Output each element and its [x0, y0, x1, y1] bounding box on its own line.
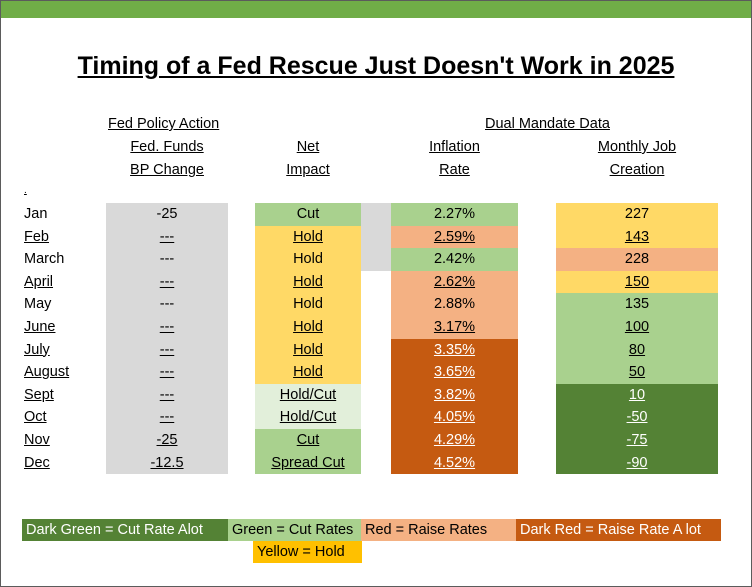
cell-month: Oct [24, 409, 47, 426]
cell-jobs: 228 [556, 248, 718, 271]
cell-net: Hold/Cut [255, 383, 361, 407]
cell-infl: 3.35% [391, 338, 518, 362]
cell-bp: -25 [106, 429, 228, 452]
cell-month: Sept [24, 386, 54, 403]
cell-jobs: 227 [556, 203, 718, 226]
cell-bp: --- [106, 406, 228, 429]
header-fed-funds-1: Fed. Funds [130, 139, 204, 155]
cell-jobs: 80 [556, 338, 718, 362]
cell-jobs: 10 [556, 383, 718, 407]
cell-infl: 2.88% [391, 293, 518, 316]
cell-jobs: -75 [556, 429, 718, 452]
cell-jobs: -90 [556, 451, 718, 475]
cell-month: July [24, 341, 50, 358]
cell-infl: 3.17% [391, 316, 518, 339]
cell-bp: --- [106, 361, 228, 384]
cell-month: June [24, 319, 56, 335]
cell-net: Hold [255, 338, 361, 362]
cell-infl: 4.52% [391, 451, 518, 475]
legend-green: Green = Cut Rates [228, 519, 361, 541]
cell-net: Hold [255, 225, 361, 249]
header-jobs-1: Monthly Job [597, 139, 677, 155]
cell-net: Hold [255, 361, 361, 384]
cell-month: August [24, 364, 70, 381]
cell-net: Cut [255, 203, 361, 226]
cell-net: Hold/Cut [255, 406, 361, 429]
cell-bp: --- [106, 293, 228, 316]
cell-infl: 2.27% [391, 203, 518, 226]
cell-infl: 3.82% [391, 383, 518, 407]
legend-dark-green: Dark Green = Cut Rate Alot [22, 519, 228, 541]
cell-jobs: 150 [556, 270, 718, 294]
cell-bp: --- [106, 338, 228, 362]
cell-infl: 3.65% [391, 361, 518, 384]
cell-infl: 4.05% [391, 406, 518, 429]
cell-month: Feb [24, 228, 49, 245]
page-title: Timing of a Fed Rescue Just Doesn't Work… [77, 52, 675, 80]
cell-jobs: 100 [556, 316, 718, 339]
cell-bp: --- [106, 383, 228, 407]
header-fed-funds-2: BP Change [130, 162, 204, 178]
top-bar [1, 1, 751, 18]
cell-net: Spread Cut [255, 451, 361, 475]
cell-net: Hold [255, 270, 361, 294]
cell-month: Dec [24, 454, 50, 471]
cell-month: Nov [24, 432, 50, 448]
cell-infl: 2.42% [391, 248, 518, 271]
cell-net: Hold [255, 293, 361, 316]
cell-infl: 2.59% [391, 225, 518, 249]
cell-bp: -12.5 [106, 451, 228, 475]
header-inflation-1: Inflation [429, 139, 480, 155]
cell-month: March [24, 251, 65, 268]
stub-mark: . [24, 185, 27, 196]
cell-month: Jan [24, 206, 48, 222]
cell-bp: --- [106, 316, 228, 339]
header-net-2: Impact [286, 162, 330, 178]
cell-jobs: -50 [556, 406, 718, 429]
cell-jobs: 135 [556, 293, 718, 316]
spacer-block [361, 203, 391, 271]
cell-month: April [24, 273, 54, 290]
cell-bp: --- [106, 225, 228, 249]
cell-net: Hold [255, 316, 361, 339]
cell-bp: --- [106, 248, 228, 271]
cell-bp: -25 [106, 203, 228, 226]
legend-yellow: Yellow = Hold [253, 541, 362, 563]
cell-infl: 2.62% [391, 270, 518, 294]
cell-bp: --- [106, 270, 228, 294]
legend-red: Red = Raise Rates [361, 519, 516, 541]
cell-month: May [24, 296, 52, 313]
cell-net: Hold [255, 248, 361, 271]
header-dual-mandate: Dual Mandate Data [485, 116, 610, 132]
header-net-1: Net [296, 139, 320, 155]
cell-infl: 4.29% [391, 429, 518, 452]
header-jobs-2: Creation [609, 162, 665, 178]
header-inflation-2: Rate [439, 162, 470, 178]
cell-jobs: 143 [556, 225, 718, 249]
header-fed-policy-action: Fed Policy Action [108, 116, 220, 132]
legend-dark-red: Dark Red = Raise Rate A lot [516, 519, 721, 541]
cell-net: Cut [255, 429, 361, 452]
cell-jobs: 50 [556, 361, 718, 384]
